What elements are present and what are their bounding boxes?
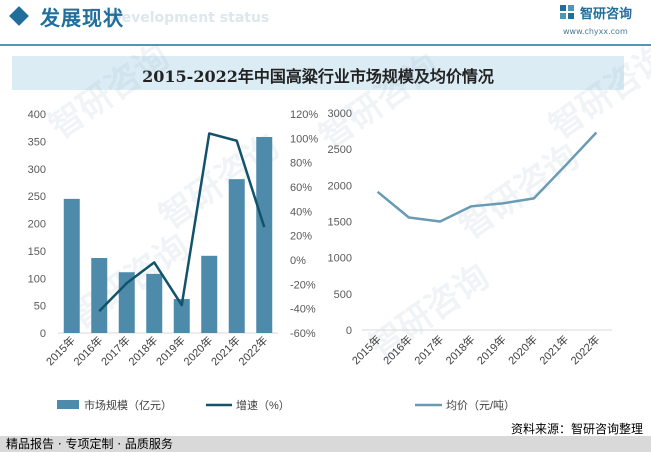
right-chart-y-tick-label: 3000 (328, 108, 352, 120)
growth-line (98, 132, 266, 312)
legend-swatch-bar (57, 400, 79, 409)
bar (91, 257, 108, 333)
bar (118, 272, 135, 333)
left-x-tick-label: 2019年 (153, 333, 188, 368)
left-x-tick-label: 2021年 (208, 333, 243, 368)
right-chart-x-tick-label: 2022年 (568, 332, 603, 367)
bar (63, 198, 80, 333)
watermark-text: 智研咨询 (543, 37, 651, 146)
right-y-tick-label: 0% (290, 255, 306, 267)
footer-tagline: 精品报告 · 专项定制 · 品质服务 (6, 437, 173, 451)
bar (228, 179, 245, 333)
right-y-tick-label: 40% (290, 206, 312, 218)
left-y-tick-label: 200 (28, 219, 46, 231)
left-y-tick-label: 150 (28, 246, 46, 258)
right-chart-y-tick-label: 2500 (328, 144, 352, 156)
left-x-tick-label: 2017年 (98, 333, 133, 368)
right-chart-x-tick-label: 2019年 (474, 332, 509, 367)
price-line (376, 131, 598, 223)
legend-label-growth: 增速（%） (236, 398, 290, 412)
right-chart-y-tick-label: 1000 (328, 253, 352, 265)
right-chart-y-tick-label: 500 (334, 289, 352, 301)
right-chart-x-tick-label: 2020年 (505, 332, 540, 367)
header-subtitle: Development status (110, 10, 270, 26)
left-x-tick-label: 2018年 (125, 333, 160, 368)
right-chart-y-tick-label: 2000 (328, 180, 352, 192)
left-y-tick-label: 0 (40, 328, 46, 340)
right-chart-y-tick-label: 1500 (328, 217, 352, 229)
right-chart-y-tick-label: 0 (346, 325, 352, 337)
right-y-tick-label: 20% (290, 231, 312, 243)
right-y-tick-label: -40% (290, 304, 316, 316)
watermark-text: 智研咨询 (453, 137, 586, 246)
right-y-tick-label: 120% (290, 109, 318, 121)
right-y-tick-label: -60% (290, 328, 316, 340)
footer-bar (0, 436, 651, 452)
right-chart-x-tick-label: 2021年 (536, 332, 571, 367)
left-y-tick-label: 100 (28, 273, 46, 285)
legend-label-price: 均价（元/吨） (446, 399, 515, 412)
source-note: 资料来源：智研咨询整理 (510, 422, 643, 436)
left-y-tick-label: 300 (28, 164, 46, 176)
chart-title-box: 2015-2022年中国高粱行业市场规模及均价情况 (12, 56, 624, 90)
bar (256, 136, 273, 333)
left-x-tick-label: 2020年 (180, 333, 215, 368)
right-y-tick-label: 100% (290, 133, 318, 145)
brand-logo-icon (560, 5, 574, 19)
left-x-tick-label: 2015年 (43, 333, 78, 368)
watermark-text: 智研咨询 (313, 47, 446, 156)
right-y-tick-label: 60% (290, 182, 312, 194)
left-y-tick-label: 400 (28, 109, 46, 121)
left-y-tick-label: 350 (28, 136, 46, 148)
left-x-tick-label: 2016年 (70, 333, 105, 368)
brand-url: www.chyxx.com (563, 27, 628, 36)
chart-title: 2015-2022年中国高粱行业市场规模及均价情况 (142, 67, 494, 86)
header: Development status 发展现状 智研咨询 www.chyxx.c… (0, 0, 651, 44)
header-divider (0, 44, 651, 46)
header-title: 发展现状 (40, 6, 124, 30)
bar (146, 273, 163, 333)
left-y-tick-label: 50 (34, 301, 46, 313)
bar (173, 299, 190, 333)
watermark-text: 智研咨询 (43, 37, 176, 146)
legend-label-bar: 市场规模（亿元） (84, 398, 172, 412)
right-chart-x-tick-label: 2018年 (443, 332, 478, 367)
left-x-tick-label: 2022年 (235, 333, 270, 368)
brand-name: 智研咨询 (580, 7, 633, 22)
left-y-tick-label: 250 (28, 191, 46, 203)
bar (201, 255, 218, 333)
right-y-tick-label: 80% (290, 158, 312, 170)
right-y-tick-label: -20% (290, 279, 316, 291)
